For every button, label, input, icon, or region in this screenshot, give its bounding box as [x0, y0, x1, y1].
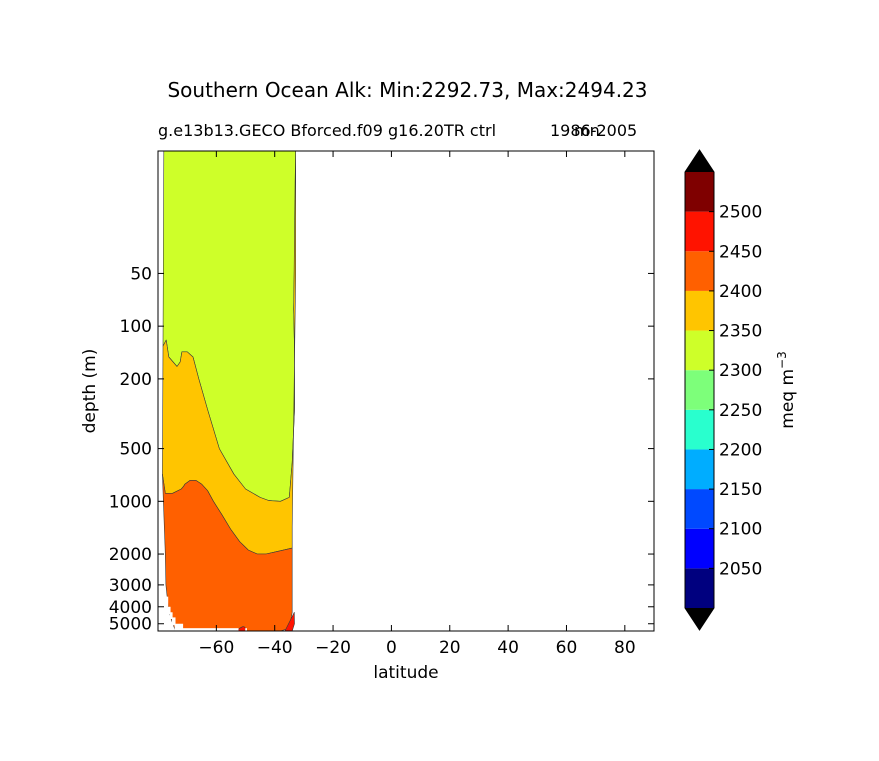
colorbar-outline: [684, 149, 715, 631]
y-tick-label: 1000: [109, 492, 152, 512]
colorbar-extend-min: [685, 608, 714, 630]
colorbar-segment: [685, 330, 714, 371]
colorbar-segment: [685, 568, 714, 608]
chart-subtitle-overlap: mn: [574, 121, 600, 140]
y-tick-label: 200: [120, 370, 152, 390]
x-tick-label: −40: [257, 638, 293, 658]
y-tick-label: 4000: [109, 598, 152, 618]
x-axis: −60 −40 −20 0 20 40 60 80: [198, 151, 636, 658]
y-axis-label: depth (m): [80, 349, 100, 434]
colorbar-segment: [685, 172, 714, 212]
colorbar-segment: [685, 370, 714, 410]
y-tick-label: 500: [120, 440, 152, 460]
missing-cell-0: [166, 596, 169, 607]
x-tick-label: 0: [386, 638, 397, 658]
colorbar-segment: [685, 211, 714, 252]
colorbar-tick-label: 2350: [719, 322, 762, 342]
chart-subtitle-right: 1986-2005: [550, 121, 638, 140]
colorbar-tick-label: 2100: [719, 520, 762, 540]
x-tick-label: 20: [439, 638, 461, 658]
x-axis-label: latitude: [373, 663, 438, 683]
missing-cell-2: [169, 612, 173, 620]
x-tick-label: −20: [315, 638, 351, 658]
x-tick-label: 80: [614, 638, 636, 658]
colorbar-tick-label: 2050: [719, 559, 762, 579]
contour-region-2400-2450: [162, 473, 293, 631]
colorbar-tick-label: 2500: [719, 203, 762, 223]
plot-frame: [157, 150, 655, 632]
colorbar-label-exponent: −3: [775, 351, 789, 369]
y-tick-label: 3000: [109, 576, 152, 596]
colorbar-tick-label: 2450: [719, 242, 762, 262]
y-tick-label: 5000: [109, 615, 152, 635]
x-tick-label: 60: [556, 638, 578, 658]
colorbar-tick-label: 2200: [719, 440, 762, 460]
colorbar-segment: [685, 449, 714, 490]
colorbar-segment: [685, 251, 714, 291]
missing-cell-1: [167, 606, 171, 615]
missing-cell-4: [174, 623, 184, 631]
chart-title: Southern Ocean Alk: Min:2292.73, Max:249…: [167, 78, 648, 102]
missing-cell-3: [172, 617, 176, 626]
y-tick-label: 100: [120, 317, 152, 337]
x-tick-label: −60: [198, 638, 234, 658]
colorbar-tick-label: 2300: [719, 361, 762, 381]
missing-cell-5: [182, 628, 239, 631]
colorbar-extend-max: [685, 150, 714, 172]
colorbar-tick-label: 2250: [719, 401, 762, 421]
colorbar-label: meq m−3: [775, 351, 798, 428]
colorbar-label-unit: meq m: [778, 369, 798, 429]
colorbar-segment: [685, 489, 714, 529]
plot-area: [162, 151, 297, 631]
colorbar-segment: [685, 290, 714, 331]
missing-cell-6: [245, 628, 247, 631]
colorbar: 2050 2100 2150 2200 2250 2300 2350 2400 2450 2500: [684, 149, 762, 631]
colorbar-segment: [685, 528, 714, 569]
y-tick-label: 2000: [109, 545, 152, 565]
contour-region-2450-2500: [230, 611, 295, 631]
colorbar-tick-label: 2400: [719, 282, 762, 302]
colorbar-tick-label: 2150: [719, 480, 762, 500]
colorbar-segment: [685, 409, 714, 450]
y-tick-label: 50: [130, 264, 152, 284]
chart-subtitle-left: g.e13b13.GECO Bforced.f09 g16.20TR ctrl: [158, 121, 497, 140]
x-tick-label: 40: [497, 638, 519, 658]
contour-layer: [162, 151, 297, 631]
